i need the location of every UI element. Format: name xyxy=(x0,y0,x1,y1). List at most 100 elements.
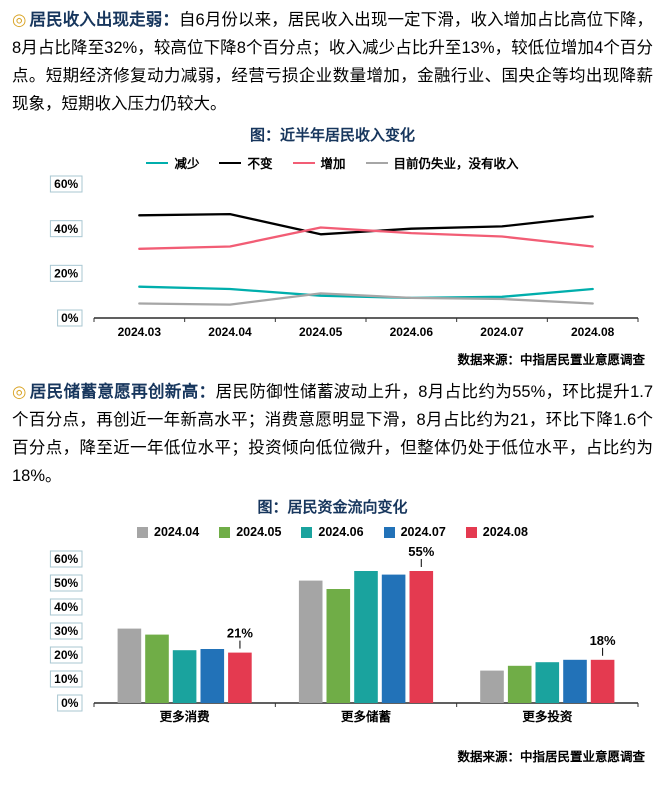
bar xyxy=(200,649,225,703)
y-axis-tick-box xyxy=(49,574,83,592)
legend-label: 目前仍失业，没有收入 xyxy=(393,157,519,171)
bar xyxy=(409,571,434,703)
legend-line-swatch xyxy=(365,161,388,164)
y-axis-tick-label: 20% xyxy=(54,648,78,662)
paragraph-income: ◎ 居民收入出现走弱：自6月份以来，居民收入出现一定下滑，收入增加占比高位下降，8… xyxy=(12,6,653,118)
category-label: 更多消费 xyxy=(160,709,211,724)
legend-line-swatch xyxy=(292,161,315,164)
x-axis-tick-label: 2024.03 xyxy=(118,325,162,339)
y-axis-tick-box xyxy=(49,220,83,238)
bar xyxy=(172,650,197,703)
legend-square-swatch xyxy=(219,526,231,538)
x-axis-tick-label: 2024.08 xyxy=(571,325,615,339)
legend-line-swatch xyxy=(146,161,169,164)
legend-label: 2024.05 xyxy=(236,525,282,539)
y-axis-tick-box xyxy=(49,264,83,282)
savings-section-body: 居民防御性储蓄波动上升，8月占比约为55%，环比提升1.7个百分点，再创近一年新… xyxy=(12,383,654,485)
bullet-icon: ◎ xyxy=(12,383,27,401)
legend-label: 减少 xyxy=(174,157,200,171)
bar xyxy=(563,659,587,703)
bar xyxy=(535,662,560,703)
y-axis-tick-box xyxy=(49,175,83,193)
bar-chart-legend: 2024.04 2024.05 2024.06 2024.07 2024.08 xyxy=(12,525,653,539)
bar-chart-svg: 0% 10% 20% 30% 40% 50% 60% 更多消费 更多储蓄 更多投资 21% 55% 18… xyxy=(49,544,639,724)
income-change-chart: 图：近半年居民收入变化 减少 不变 增加 目前仍失业，没有收入 2024.03 2024… xyxy=(12,124,653,368)
legend-item: 目前仍失业，没有收入 xyxy=(365,153,519,172)
line-chart-legend: 减少 不变 增加 目前仍失业，没有收入 xyxy=(12,153,653,172)
line-chart-data-source: 数据来源：中指居民置业意愿调查 xyxy=(457,353,645,367)
legend-item: 减少 xyxy=(146,153,199,172)
y-axis-tick-label: 40% xyxy=(54,222,78,236)
legend-item: 2024.05 xyxy=(219,525,281,539)
legend-line-swatch xyxy=(219,161,242,164)
y-axis-tick-box xyxy=(57,694,83,712)
y-axis-tick-box xyxy=(49,598,83,616)
legend-item: 增加 xyxy=(292,153,346,172)
bar xyxy=(507,665,532,703)
x-axis-tick-label: 2024.06 xyxy=(390,325,434,339)
bar-value-label: 21% xyxy=(227,626,253,641)
line-series xyxy=(138,292,594,306)
savings-section-heading: 居民储蓄意愿再创新高： xyxy=(29,383,216,401)
legend-item: 2024.04 xyxy=(137,525,199,539)
line-series xyxy=(138,212,594,236)
legend-square-swatch xyxy=(465,526,477,538)
legend-item: 不变 xyxy=(219,153,273,172)
bar xyxy=(381,574,406,703)
bar xyxy=(326,589,351,703)
bar xyxy=(590,659,615,703)
income-section-body: 自6月份以来，居民收入出现一定下滑，收入增加占比高位下降，8月占比降至32%，较… xyxy=(12,11,653,113)
x-axis: 更多消费 更多储蓄 更多投资 xyxy=(93,702,639,724)
y-axis-tick-label: 30% xyxy=(54,624,78,638)
bar-value-label: 18% xyxy=(590,633,616,648)
legend-label: 2024.06 xyxy=(318,525,364,539)
bar-value-label: 55% xyxy=(408,544,434,559)
y-axis-tick-label: 10% xyxy=(54,672,78,686)
line-chart-svg: 2024.03 2024.04 2024.05 2024.06 2024.07 2024.… xyxy=(49,175,639,339)
legend-label: 增加 xyxy=(320,157,346,171)
legend-square-swatch xyxy=(383,526,395,538)
y-axis-tick-label: 60% xyxy=(54,177,78,191)
category-label: 更多储蓄 xyxy=(341,709,392,724)
fund-flow-chart: 图：居民资金流向变化 2024.04 2024.05 2024.06 2024.07 2… xyxy=(12,496,653,765)
bullet-icon: ◎ xyxy=(12,11,27,29)
bar-chart-data-source: 数据来源：中指居民置业意愿调查 xyxy=(457,750,645,764)
legend-item: 2024.07 xyxy=(383,525,446,539)
y-axis-tick-label: 40% xyxy=(54,600,78,614)
bar xyxy=(480,670,504,703)
x-axis-tick-label: 2024.07 xyxy=(480,325,524,339)
bar xyxy=(117,628,142,703)
legend-label: 不变 xyxy=(247,157,273,171)
legend-item: 2024.06 xyxy=(301,525,364,539)
category-label: 更多投资 xyxy=(522,709,573,724)
legend-label: 2024.04 xyxy=(154,525,200,539)
income-section-heading: 居民收入出现走弱： xyxy=(29,11,179,29)
x-axis: 2024.03 2024.04 2024.05 2024.06 2024.07 2024.… xyxy=(93,317,639,339)
bar xyxy=(228,652,252,703)
y-axis-tick-label: 0% xyxy=(61,696,79,710)
y-axis-tick-box xyxy=(57,309,83,327)
y-axis-tick-box xyxy=(49,670,83,688)
bar xyxy=(354,571,378,703)
bar xyxy=(145,634,169,703)
legend-label: 2024.07 xyxy=(400,525,446,539)
y-axis-tick-label: 60% xyxy=(54,552,78,566)
paragraph-savings: ◎ 居民储蓄意愿再创新高：居民防御性储蓄波动上升，8月占比约为55%，环比提升1.… xyxy=(12,378,653,490)
legend-label: 2024.08 xyxy=(482,525,528,539)
legend-square-swatch xyxy=(301,526,313,538)
legend-item: 2024.08 xyxy=(465,525,528,539)
x-axis-tick-label: 2024.04 xyxy=(208,325,252,339)
bar xyxy=(298,580,323,703)
y-axis-tick-box xyxy=(49,550,83,568)
line-series xyxy=(138,226,594,250)
y-axis-tick-box xyxy=(49,646,83,664)
legend-square-swatch xyxy=(137,526,149,538)
y-axis-tick-label: 0% xyxy=(61,311,79,325)
bar-chart-title: 图：居民资金流向变化 xyxy=(257,499,408,516)
x-axis-tick-label: 2024.05 xyxy=(299,325,343,339)
line-chart-title: 图：近半年居民收入变化 xyxy=(249,127,415,144)
y-axis-tick-box xyxy=(49,622,83,640)
y-axis-tick-label: 20% xyxy=(54,267,78,281)
y-axis-tick-label: 50% xyxy=(54,576,78,590)
